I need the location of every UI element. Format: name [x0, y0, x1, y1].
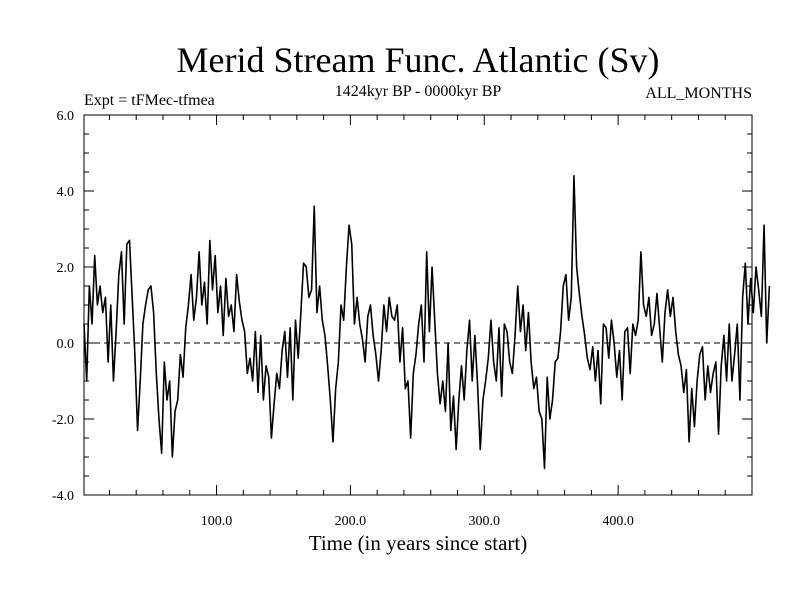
x-tick-label: 300.0 — [469, 514, 501, 529]
experiment-label: Expt = tFMec-tfmea — [84, 92, 215, 109]
x-tick-label: 100.0 — [201, 514, 233, 529]
y-tick-label: -2.0 — [52, 413, 74, 428]
months-label: ALL_MONTHS — [645, 85, 752, 102]
x-axis-tick-labels: 100.0 200.0 300.0 400.0 — [201, 514, 634, 529]
y-tick-label: 4.0 — [57, 185, 75, 200]
y-tick-label: 0.0 — [57, 337, 75, 352]
chart-title: Merid Stream Func. Atlantic (Sv) — [177, 40, 660, 80]
plot-frame — [83, 114, 753, 496]
y-tick-label: 2.0 — [57, 261, 75, 276]
y-tick-label: -4.0 — [52, 489, 74, 504]
chart-subtitle: 1424kyr BP - 0000kyr BP — [335, 83, 502, 100]
x-axis-ticks — [108, 115, 726, 495]
y-axis-tick-labels: -4.0 -2.0 0.0 2.0 4.0 6.0 — [52, 109, 74, 504]
x-axis-label: Time (in years since start) — [309, 531, 528, 555]
x-tick-label: 400.0 — [602, 514, 634, 529]
y-tick-label: 6.0 — [57, 109, 75, 124]
series-line — [83, 175, 771, 470]
x-tick-label: 200.0 — [335, 514, 367, 529]
y-axis-ticks — [84, 133, 752, 477]
